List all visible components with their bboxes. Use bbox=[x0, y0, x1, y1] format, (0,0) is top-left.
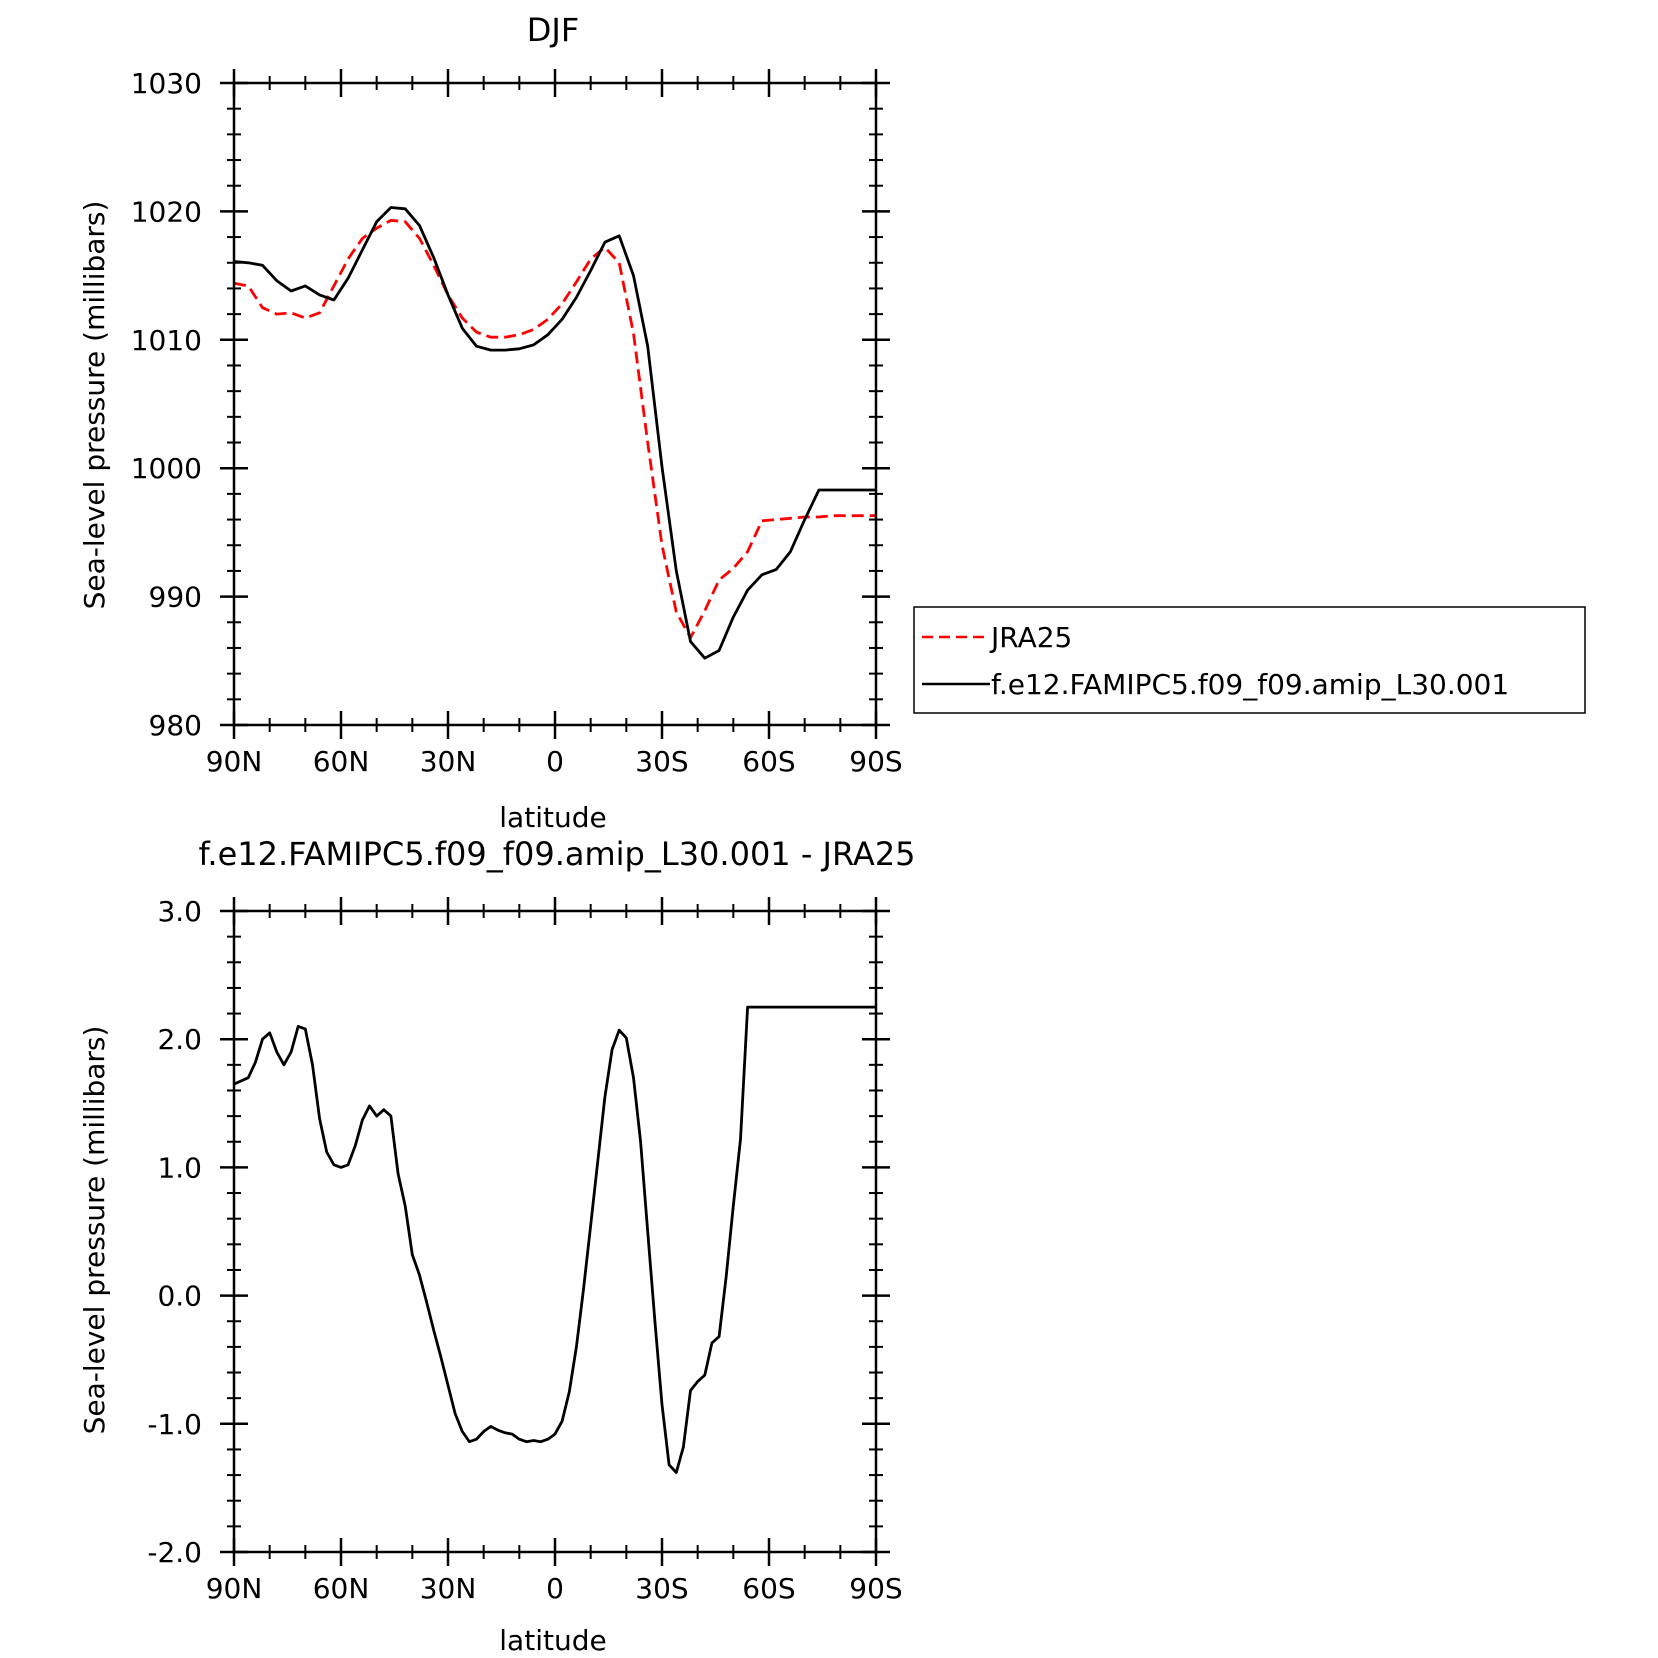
bottom-y-axis-title: Sea-level pressure (millibars) bbox=[78, 1026, 111, 1435]
top-y-tick-label: 980 bbox=[149, 709, 202, 742]
top-x-tick-label: 30S bbox=[635, 745, 688, 778]
bottom-x-tick-label: 0 bbox=[546, 1572, 564, 1605]
top-x-axis-title: latitude bbox=[499, 801, 606, 834]
bottom-plot-frame bbox=[232, 909, 878, 1554]
bottom-x-tick-label: 90N bbox=[206, 1572, 263, 1605]
bottom-y-tick-label: 2.0 bbox=[157, 1023, 202, 1056]
top-series bbox=[233, 206, 876, 660]
top-series-line-jra25 bbox=[233, 218, 876, 640]
bottom-series-line-difference bbox=[233, 1005, 876, 1474]
top-y-tick-label: 990 bbox=[149, 581, 202, 614]
bottom-ticks: 90N 60N 30N 0 30S 60S 90S -2.0 -1.0 0.0 1.0 2.0 3.0 bbox=[147, 895, 902, 1605]
top-y-tick-label: 1030 bbox=[131, 67, 202, 100]
top-chart-title: DJF bbox=[527, 11, 579, 49]
bottom-x-tick-label: 30S bbox=[635, 1572, 688, 1605]
bottom-chart-title: f.e12.FAMIPC5.f09_f09.amip_L30.001 - JRA… bbox=[198, 835, 915, 873]
top-y-axis-title: Sea-level pressure (millibars) bbox=[78, 201, 111, 610]
top-ticks: 90N 60N 30N 0 30S 60S 90S 980 990 1000 1010 1020 103… bbox=[131, 67, 903, 778]
bottom-panel: f.e12.FAMIPC5.f09_f09.amip_L30.001 - JRA… bbox=[78, 835, 916, 1657]
bottom-x-tick-label: 30N bbox=[420, 1572, 477, 1605]
top-panel: DJF Sea-level pressure (millibars) latit… bbox=[78, 11, 903, 834]
bottom-series bbox=[233, 1005, 876, 1474]
bottom-x-tick-label: 90S bbox=[849, 1572, 902, 1605]
bottom-x-tick-label: 60N bbox=[313, 1572, 370, 1605]
legend-label-jra25: JRA25 bbox=[989, 621, 1072, 654]
bottom-x-tick-label: 60S bbox=[742, 1572, 795, 1605]
top-x-tick-label: 90N bbox=[206, 745, 263, 778]
top-y-tick-label: 1020 bbox=[131, 195, 202, 228]
top-x-tick-label: 60N bbox=[313, 745, 370, 778]
bottom-y-tick-label: 0.0 bbox=[157, 1280, 202, 1313]
bottom-x-axis-title: latitude bbox=[499, 1624, 606, 1657]
legend-box bbox=[913, 606, 1586, 714]
top-x-tick-label: 90S bbox=[849, 745, 902, 778]
bottom-y-tick-label: -2.0 bbox=[147, 1536, 202, 1569]
top-plot-frame bbox=[232, 81, 878, 727]
legend: JRA25 f.e12.FAMIPC5.f09_f09.amip_L30.001 bbox=[913, 606, 1586, 714]
top-y-tick-label: 1010 bbox=[131, 324, 202, 357]
top-x-tick-label: 60S bbox=[742, 745, 795, 778]
top-x-tick-label: 30N bbox=[420, 745, 477, 778]
bottom-y-tick-label: 3.0 bbox=[157, 895, 202, 928]
top-series-line-model bbox=[233, 206, 876, 660]
top-x-tick-label: 0 bbox=[546, 745, 564, 778]
bottom-y-tick-label: -1.0 bbox=[147, 1408, 202, 1441]
top-y-tick-label: 1000 bbox=[131, 452, 202, 485]
bottom-y-tick-label: 1.0 bbox=[157, 1151, 202, 1184]
legend-label-model: f.e12.FAMIPC5.f09_f09.amip_L30.001 bbox=[991, 668, 1509, 701]
